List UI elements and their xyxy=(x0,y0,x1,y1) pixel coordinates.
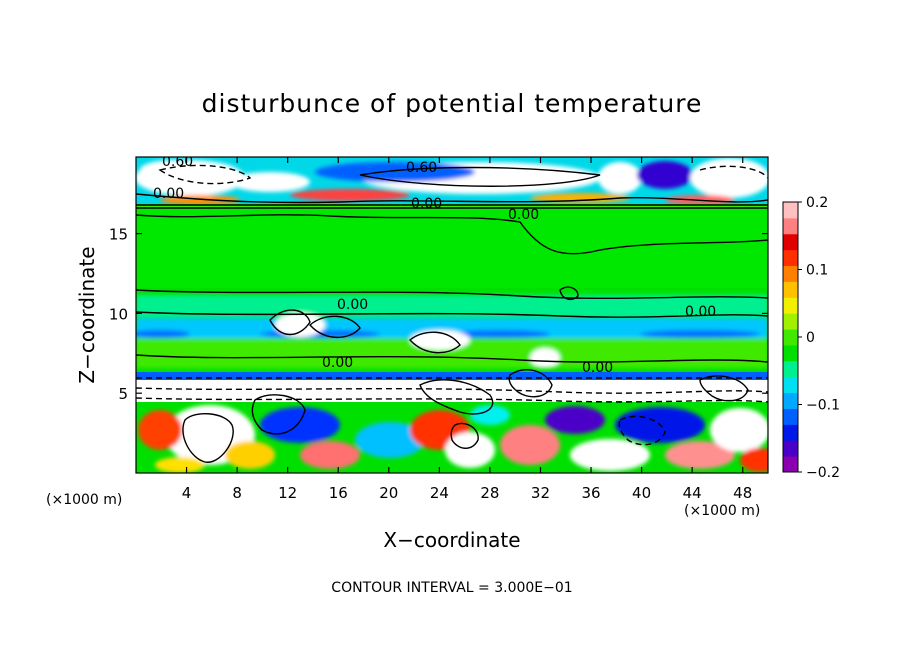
x-tick-label-1: 8 xyxy=(232,484,242,502)
colorbar-swatch-9 xyxy=(783,313,798,330)
field-stratosphere-blobs xyxy=(136,158,768,205)
x-axis-label: X−coordinate xyxy=(383,528,520,552)
x-tick-label-9: 40 xyxy=(632,484,651,502)
x-tick-label-3: 16 xyxy=(329,484,348,502)
contour-labels: 0.60 0.60 0.00 0.00 0.00 0.00 0.00 0.00 … xyxy=(153,154,716,376)
x-tick-label-6: 28 xyxy=(480,484,499,502)
x-tick-label-10: 44 xyxy=(683,484,702,502)
colorbar-swatch-2 xyxy=(783,424,798,441)
colorbar-swatch-14 xyxy=(783,233,798,251)
contour-label-3: 0.00 xyxy=(153,186,184,202)
x-tick-label-2: 12 xyxy=(278,484,297,502)
colorbar-swatch-13 xyxy=(783,249,798,267)
contour-lines xyxy=(136,164,768,463)
field-inversion-band xyxy=(136,372,768,380)
colorbar-swatch-5 xyxy=(783,376,798,394)
contour-label-7: 0.00 xyxy=(337,297,368,313)
colorbar: 0.2 0.1 0 −0.1 −0.2 xyxy=(782,195,840,481)
contour-label-8: 0.00 xyxy=(322,355,353,371)
x-tick-label-5: 24 xyxy=(430,484,449,502)
colorbar-swatch-12 xyxy=(783,265,798,282)
x-tick-label-0: 4 xyxy=(182,484,192,502)
plot-frame xyxy=(135,156,769,474)
field-white-band xyxy=(136,380,768,402)
colorbar-tick-label-0: 0.2 xyxy=(806,195,828,211)
colorbar-swatch-1 xyxy=(783,440,798,457)
colorbar-tick-label-4: −0.2 xyxy=(806,465,840,481)
plot-area: 0.60 0.60 0.00 0.00 0.00 0.00 0.00 0.00 … xyxy=(136,154,768,473)
colorbar-swatch-7 xyxy=(783,344,798,362)
colorbar-swatch-3 xyxy=(783,408,798,425)
y-tick-label-2: 15 xyxy=(109,226,128,244)
colorbar-tick-label-3: −0.1 xyxy=(806,398,840,414)
colorbar-swatch-8 xyxy=(783,329,798,346)
x-tick-label-7: 32 xyxy=(531,484,550,502)
x-tick-label-4: 20 xyxy=(379,484,398,502)
contour-label-4: 0.00 xyxy=(411,196,442,212)
chart-title: disturbunce of potential temperature xyxy=(202,89,703,118)
x-unit-label-right: (×1000 m) xyxy=(684,503,760,519)
colorbar-swatch-6 xyxy=(783,360,798,378)
colorbar-tick-label-1: 0.1 xyxy=(806,263,828,279)
x-tick-label-11: 48 xyxy=(733,484,752,502)
y-axis: 5 10 15 xyxy=(109,226,768,403)
contour-label-5: 0.00 xyxy=(508,207,539,223)
colorbar-swatch-15 xyxy=(783,217,798,235)
colorbar-swatch-10 xyxy=(783,297,798,314)
contour-label-1: 0.60 xyxy=(162,154,193,170)
field-upper-green xyxy=(136,208,768,288)
colorbar-tick-label-2: 0 xyxy=(806,330,815,346)
x-axis: 4 8 12 16 20 24 28 32 36 40 44 48 xyxy=(182,157,752,502)
x-unit-label-left: (×1000 m) xyxy=(46,492,122,508)
colorbar-swatch-11 xyxy=(783,281,798,298)
colorbar-swatch-0 xyxy=(783,456,798,473)
contour-label-2: 0.60 xyxy=(406,160,437,176)
contour-label-9: 0.00 xyxy=(582,360,613,376)
contour-label-6: 0.00 xyxy=(685,304,716,320)
field-boundary-blobs xyxy=(138,405,768,473)
y-tick-label-0: 5 xyxy=(118,385,128,403)
colorbar-swatch-16 xyxy=(783,202,798,219)
y-axis-label: Z−coordinate xyxy=(75,246,99,383)
contour-interval-note: CONTOUR INTERVAL = 3.000E−01 xyxy=(331,580,572,596)
x-tick-label-8: 36 xyxy=(581,484,600,502)
field-mid-bands xyxy=(136,295,768,368)
colorbar-swatch-4 xyxy=(783,392,798,409)
y-tick-label-1: 10 xyxy=(109,305,128,323)
field-tropopause-line xyxy=(136,204,768,208)
